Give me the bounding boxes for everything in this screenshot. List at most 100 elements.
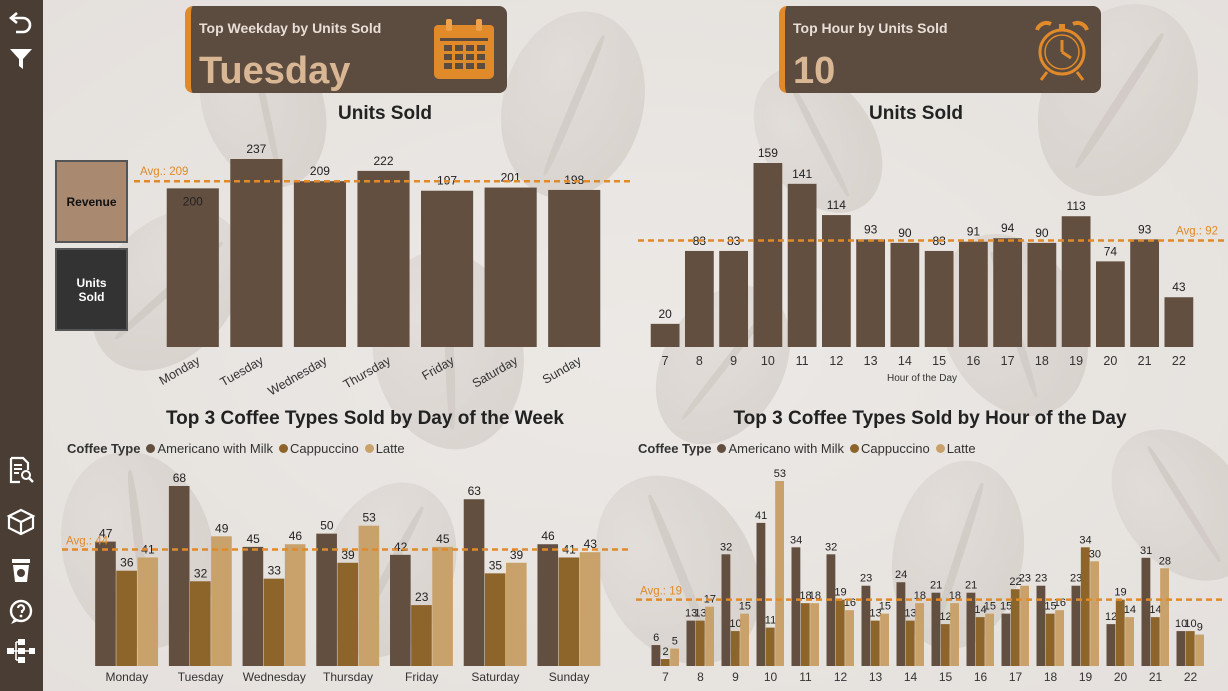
legend-item-cappuccino[interactable]: Cappuccino xyxy=(279,441,359,456)
bar[interactable] xyxy=(975,617,985,666)
bar[interactable] xyxy=(950,603,959,666)
bar[interactable] xyxy=(1115,599,1125,666)
bar[interactable] xyxy=(316,533,337,666)
bar[interactable] xyxy=(861,585,871,666)
bar[interactable] xyxy=(931,592,941,666)
bar[interactable] xyxy=(940,624,950,666)
bar[interactable] xyxy=(1036,585,1046,666)
bar[interactable] xyxy=(432,546,453,666)
bar[interactable] xyxy=(116,570,137,666)
bar[interactable] xyxy=(721,554,731,666)
bar[interactable] xyxy=(775,481,784,666)
bar[interactable] xyxy=(1061,216,1091,347)
bar[interactable] xyxy=(537,544,559,666)
bar[interactable] xyxy=(1055,610,1064,666)
legend-item-americano[interactable]: Americano with Milk xyxy=(717,441,844,456)
bar[interactable] xyxy=(168,486,190,666)
bar[interactable] xyxy=(358,525,380,666)
bar[interactable] xyxy=(684,250,714,347)
bar[interactable] xyxy=(1001,613,1011,666)
bar[interactable] xyxy=(1090,561,1099,666)
bar[interactable] xyxy=(958,241,988,347)
bar[interactable] xyxy=(558,557,580,666)
units-sold-button[interactable]: Units Sold xyxy=(55,248,128,331)
bar[interactable] xyxy=(411,605,432,666)
bar[interactable] xyxy=(230,159,283,347)
bar[interactable] xyxy=(915,603,924,666)
legend-item-latte[interactable]: Latte xyxy=(935,441,976,456)
bar[interactable] xyxy=(484,573,506,666)
bar[interactable] xyxy=(896,582,906,666)
bar[interactable] xyxy=(740,613,749,666)
legend-item-americano[interactable]: Americano with Milk xyxy=(146,441,273,456)
bar[interactable] xyxy=(800,603,810,666)
bar[interactable] xyxy=(756,522,766,666)
help-icon[interactable] xyxy=(6,597,36,627)
bar[interactable] xyxy=(985,613,994,666)
bar[interactable] xyxy=(1195,634,1204,666)
bar[interactable] xyxy=(730,631,740,666)
bar[interactable] xyxy=(660,659,670,666)
bar[interactable] xyxy=(579,552,601,666)
bar[interactable] xyxy=(966,592,976,666)
bar[interactable] xyxy=(791,547,801,666)
bar[interactable] xyxy=(293,181,346,347)
bar[interactable] xyxy=(1150,617,1160,666)
bar[interactable] xyxy=(1045,613,1055,666)
legend-item-latte[interactable]: Latte xyxy=(364,441,405,456)
bar[interactable] xyxy=(1130,239,1160,347)
bar[interactable] xyxy=(190,581,211,666)
bar[interactable] xyxy=(484,187,537,347)
bar[interactable] xyxy=(1020,585,1029,666)
coffee-cup-icon[interactable] xyxy=(6,555,36,585)
bar[interactable] xyxy=(993,238,1023,347)
bar[interactable] xyxy=(211,536,232,666)
bar[interactable] xyxy=(826,554,836,666)
bar[interactable] xyxy=(463,499,485,666)
bar[interactable] xyxy=(821,215,851,347)
bar[interactable] xyxy=(1106,624,1116,666)
bar[interactable] xyxy=(856,239,886,347)
bar[interactable] xyxy=(753,163,783,347)
bar[interactable] xyxy=(421,190,474,347)
bar[interactable] xyxy=(695,620,705,666)
bar[interactable] xyxy=(1164,297,1194,347)
bar[interactable] xyxy=(284,544,306,666)
bar[interactable] xyxy=(810,603,819,666)
bar[interactable] xyxy=(1141,557,1151,666)
bar[interactable] xyxy=(870,620,880,666)
bar[interactable] xyxy=(1080,547,1090,666)
bar[interactable] xyxy=(357,170,410,347)
bar[interactable] xyxy=(1071,585,1081,666)
bar[interactable] xyxy=(1010,589,1020,666)
bar[interactable] xyxy=(686,620,696,666)
bar[interactable] xyxy=(835,599,845,666)
bar[interactable] xyxy=(1125,617,1134,666)
bar[interactable] xyxy=(880,613,889,666)
bar[interactable] xyxy=(890,242,920,347)
bar[interactable] xyxy=(390,554,411,666)
bar[interactable] xyxy=(548,189,601,347)
bar[interactable] xyxy=(337,562,359,666)
bar[interactable] xyxy=(505,562,527,666)
bar[interactable] xyxy=(651,645,661,666)
bar[interactable] xyxy=(719,250,749,347)
bar[interactable] xyxy=(845,610,854,666)
filter-icon[interactable] xyxy=(6,44,36,74)
bar[interactable] xyxy=(1095,261,1125,347)
hierarchy-icon[interactable] xyxy=(6,636,36,666)
bar[interactable] xyxy=(1027,242,1057,347)
bar[interactable] xyxy=(650,323,680,347)
bar[interactable] xyxy=(137,557,159,666)
bar[interactable] xyxy=(242,546,264,666)
bar[interactable] xyxy=(924,250,954,347)
bar[interactable] xyxy=(263,578,285,666)
report-search-icon[interactable] xyxy=(6,455,36,485)
bar[interactable] xyxy=(1160,568,1169,666)
bar[interactable] xyxy=(905,620,915,666)
undo-icon[interactable] xyxy=(6,6,36,36)
bar[interactable] xyxy=(787,183,817,347)
box-icon[interactable] xyxy=(6,507,36,537)
bar[interactable] xyxy=(1185,631,1195,666)
bar[interactable] xyxy=(705,606,714,666)
